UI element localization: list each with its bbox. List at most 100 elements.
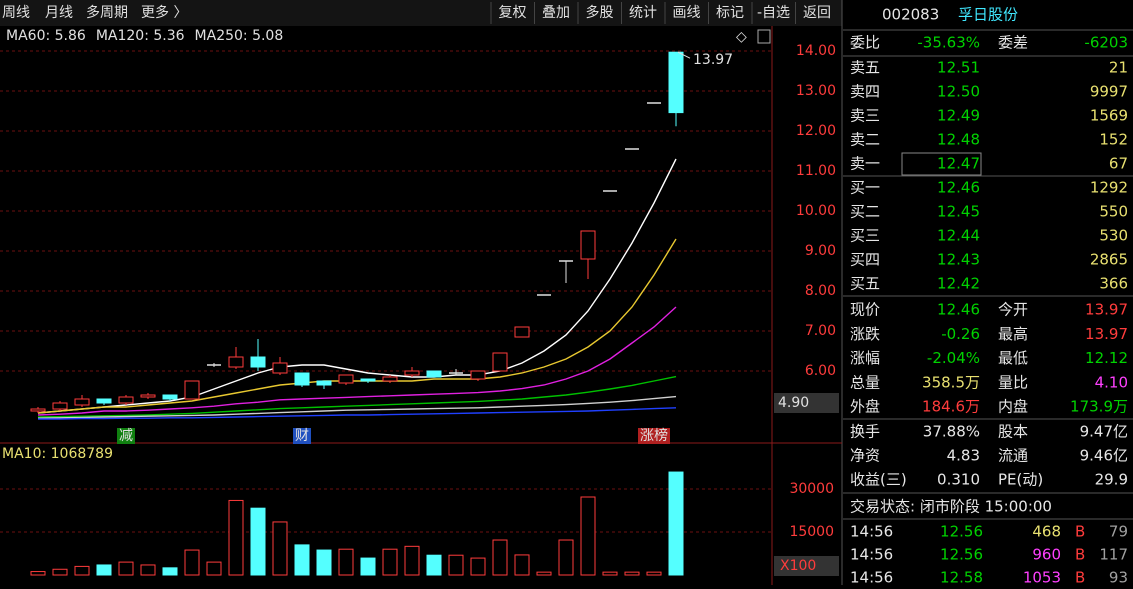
price: 12.42 <box>937 275 980 293</box>
label: 卖五 <box>850 59 880 77</box>
count: 93 <box>1109 569 1128 586</box>
candle-body <box>228 356 244 368</box>
unit-box <box>774 556 839 576</box>
icon[interactable] <box>757 29 771 44</box>
volume-bar <box>668 471 684 576</box>
volume-bar <box>382 548 398 576</box>
button[interactable]: 多股 <box>586 4 614 21</box>
button[interactable]: -自选 <box>757 5 790 21</box>
legend-entry: MA250: 5.08 <box>195 28 284 44</box>
value: -6203 <box>1084 34 1128 52</box>
label: 卖四 <box>850 83 880 101</box>
side: B <box>1075 523 1085 541</box>
label: 卖二 <box>850 131 880 149</box>
label: 净资 <box>850 447 880 465</box>
volume: 468 <box>1032 523 1061 541</box>
volume-bar <box>580 496 596 576</box>
volume: 152 <box>1099 131 1128 149</box>
count: 117 <box>1099 546 1128 564</box>
time: 14:56 <box>850 523 893 541</box>
label: PE(动) <box>998 471 1043 489</box>
volume: 550 <box>1099 203 1128 221</box>
event-label: 减 <box>119 428 133 444</box>
status: 交易状态: 闭市阶段 15:00:00 <box>850 498 1052 516</box>
price: 12.58 <box>940 569 983 586</box>
volume-bar <box>338 548 354 576</box>
label: 量比 <box>998 373 1028 391</box>
volume-bar <box>184 549 200 576</box>
button[interactable]: 叠加 <box>542 5 570 21</box>
button[interactable]: 标记 <box>716 5 744 21</box>
price: 12.47 <box>937 155 980 173</box>
candle-body <box>250 356 266 368</box>
volume-bar <box>404 545 420 576</box>
value: 37.88% <box>923 423 980 441</box>
price: 12.44 <box>937 227 980 245</box>
pointer <box>677 51 691 59</box>
y-tick-label: 12.00 <box>796 123 836 139</box>
volume-bar <box>536 571 552 576</box>
label: 换手 <box>850 423 880 441</box>
value: 12.46 <box>937 301 980 319</box>
volume-bar <box>294 544 310 576</box>
candle-body <box>382 376 398 382</box>
event-tag <box>638 428 670 444</box>
ma-line <box>37 395 677 419</box>
volume: 1569 <box>1090 107 1128 125</box>
legend-entry: MA120: 5.36 <box>96 28 185 44</box>
candle-body <box>272 362 288 374</box>
volume-bar <box>272 521 288 576</box>
value: 358.5万 <box>922 373 980 391</box>
value: 173.9万 <box>1070 398 1128 416</box>
volume-bar <box>602 571 618 576</box>
legend-entry: MA60: 5.86 <box>6 28 86 44</box>
tab[interactable]: 多周期 <box>86 4 128 21</box>
volume-bar <box>316 549 332 576</box>
candle-body <box>30 408 46 412</box>
candle-body <box>492 352 508 372</box>
y-tick-label: 15000 <box>789 524 834 540</box>
volume-bar <box>470 557 486 576</box>
ma-line <box>37 306 677 416</box>
y-tick-label: 14.00 <box>796 43 836 59</box>
volume: 530 <box>1099 227 1128 245</box>
button[interactable]: 画线 <box>673 5 701 21</box>
candle-body <box>404 370 420 376</box>
ma-line <box>38 407 677 420</box>
button[interactable]: 复权 <box>499 4 527 21</box>
value: 13.97 <box>1085 325 1128 343</box>
y-tick-label: 9.00 <box>805 243 836 259</box>
tab[interactable]: 周线 <box>2 5 30 21</box>
price: 12.56 <box>940 523 983 541</box>
volume-bar <box>360 557 376 576</box>
volume-bar <box>624 571 640 576</box>
label: 最高 <box>998 325 1028 343</box>
label: 今开 <box>998 301 1028 319</box>
volume-bar <box>118 561 134 576</box>
tab[interactable]: 月线 <box>45 5 73 21</box>
candle-body <box>580 230 596 260</box>
toolbar <box>0 0 842 26</box>
label: 外盘 <box>850 398 880 416</box>
value: 4.10 <box>1095 373 1128 391</box>
volume-bar <box>96 564 112 576</box>
value: -0.26 <box>941 325 980 343</box>
y-tick-label: 11.00 <box>796 163 836 179</box>
label: 总量 <box>850 373 880 391</box>
icon[interactable]: ◇ <box>736 29 747 45</box>
highlight-box <box>901 152 982 176</box>
label: 卖三 <box>850 107 880 125</box>
candle-body <box>470 370 486 380</box>
value: 13.97 <box>1085 301 1128 319</box>
event-tag <box>293 428 311 444</box>
y-tick-label: 8.00 <box>805 283 836 299</box>
button[interactable]: 返回 <box>803 5 831 21</box>
label: 委比 <box>850 34 880 52</box>
event-label: 财 <box>295 428 309 444</box>
label: 涨跌 <box>850 325 880 343</box>
label: 买一 <box>850 179 880 197</box>
tab[interactable]: 更多 〉 <box>141 4 187 21</box>
button[interactable]: 统计 <box>629 5 657 21</box>
